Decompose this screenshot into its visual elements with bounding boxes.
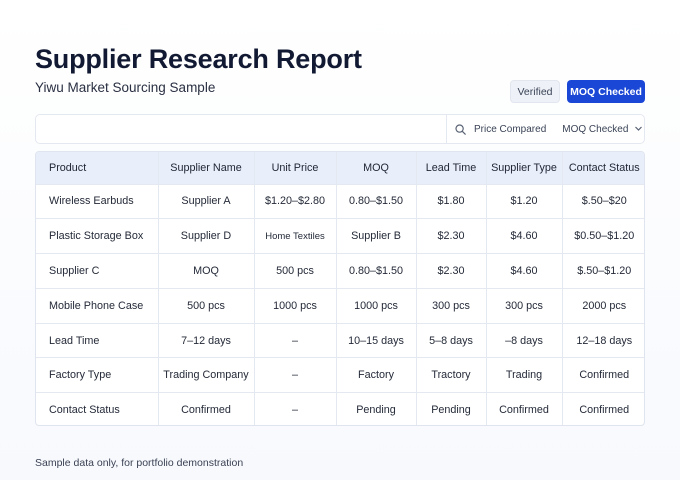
table-cell: 2000 pcs (562, 288, 644, 324)
table-row: Wireless Earbuds Supplier A $1.20–$2.80 … (36, 184, 644, 220)
column-header: Unit Price (254, 152, 337, 185)
table-cell: 10–15 days (336, 323, 417, 359)
table-row: Plastic Storage Box Supplier D Home Text… (36, 218, 644, 255)
filter-bar: Price Compared MOQ Checked (35, 114, 645, 144)
verified-badge[interactable]: Verified (510, 80, 560, 103)
table-cell: MOQ (158, 253, 255, 289)
search-icon (455, 123, 466, 135)
moq-checked-badge[interactable]: MOQ Checked (567, 80, 645, 103)
table-cell: $4.60 (486, 218, 563, 255)
table-cell: 1000 pcs (254, 288, 337, 324)
column-header: Product (36, 152, 159, 185)
page-subtitle: Yiwu Market Sourcing Sample (35, 80, 216, 95)
table-cell: Confirmed (486, 392, 563, 425)
table-cell: $1.20–$2.80 (254, 184, 337, 220)
table-cell: 300 pcs (486, 288, 563, 324)
table-cell: $1.20 (486, 184, 563, 220)
page-title: Supplier Research Report (35, 44, 362, 74)
table-cell: $.50–$20 (562, 184, 644, 220)
table-cell: Supplier A (158, 184, 255, 220)
table-cell: Confirmed (158, 392, 255, 425)
table-cell: $2.30 (416, 253, 487, 289)
table-cell: 500 pcs (158, 288, 255, 324)
table-cell: – (254, 392, 337, 425)
table-cell: Lead Time (36, 323, 159, 359)
table-header-row: Product Supplier Name Unit Price MOQ Lea… (36, 152, 644, 185)
table-cell: 500 pcs (254, 253, 337, 289)
table-cell: Pending (336, 392, 417, 425)
table-cell: 1000 pcs (336, 288, 417, 324)
chevron-down-icon (634, 124, 643, 135)
table-cell: 7–12 days (158, 323, 255, 359)
table-cell: 5–8 days (416, 323, 487, 359)
table-cell: Trading (486, 357, 563, 394)
table-cell: Pending (416, 392, 487, 425)
table-cell: Mobile Phone Case (36, 288, 159, 324)
table-row: Supplier C MOQ 500 pcs 0.80–$1.50 $2.30 … (36, 253, 644, 289)
footnote: Sample data only, for portfolio demonstr… (35, 457, 244, 469)
table-cell: Home Textiles (254, 218, 337, 255)
table-cell: Factory Type (36, 357, 159, 394)
column-header: Supplier Type (486, 152, 563, 185)
filter-label-moq: MOQ Checked (562, 123, 629, 135)
filter-label-price: Price Compared (474, 123, 547, 135)
table-cell: Confirmed (579, 404, 630, 417)
table-row: Contact Status Confirmed – Pending Pendi… (36, 392, 644, 425)
table-cell: Confirmed (562, 357, 644, 394)
table-cell: 12–18 days (562, 323, 644, 359)
table-cell: – (254, 323, 337, 359)
table-cell: $.50–$1.20 (562, 253, 644, 289)
table-cell: Tractory (416, 357, 487, 394)
table-row: Factory Type Trading Company – Factory T… (36, 357, 644, 394)
table-cell: Factory (336, 357, 417, 394)
table-cell: Plastic Storage Box (36, 218, 159, 255)
table-cell: Supplier C (36, 253, 159, 289)
table-cell: Trading Company (158, 357, 255, 394)
table-row: Mobile Phone Case 500 pcs 1000 pcs 1000 … (36, 288, 644, 324)
table-cell: Contact Status (36, 392, 159, 425)
column-header: Supplier Name (158, 152, 255, 185)
column-header: Lead Time (416, 152, 487, 185)
table-cell: 0.80–$1.50 (336, 253, 417, 289)
table-cell: $1.80 (416, 184, 487, 220)
table-cell: – (254, 357, 337, 394)
table-cell: 0.80–$1.50 (336, 184, 417, 220)
table-cell: $4.60 (486, 253, 563, 289)
column-header: Contact Status (562, 152, 644, 185)
table-cell: Supplier B (336, 218, 417, 255)
table-cell: Supplier D (158, 218, 255, 255)
table-cell: Wireless Earbuds (36, 184, 159, 220)
column-header: MOQ (336, 152, 417, 185)
table-cell: $2.30 (416, 218, 487, 255)
filter-dropdown[interactable]: Price Compared MOQ Checked (446, 115, 644, 143)
table-cell: –8 days (486, 323, 563, 359)
table-cell: 300 pcs (416, 288, 487, 324)
table-cell: $0.50–$1.20 (562, 218, 644, 255)
supplier-table: Product Supplier Name Unit Price MOQ Lea… (35, 151, 645, 426)
table-row: Lead Time 7–12 days – 10–15 days 5–8 day… (36, 323, 644, 359)
